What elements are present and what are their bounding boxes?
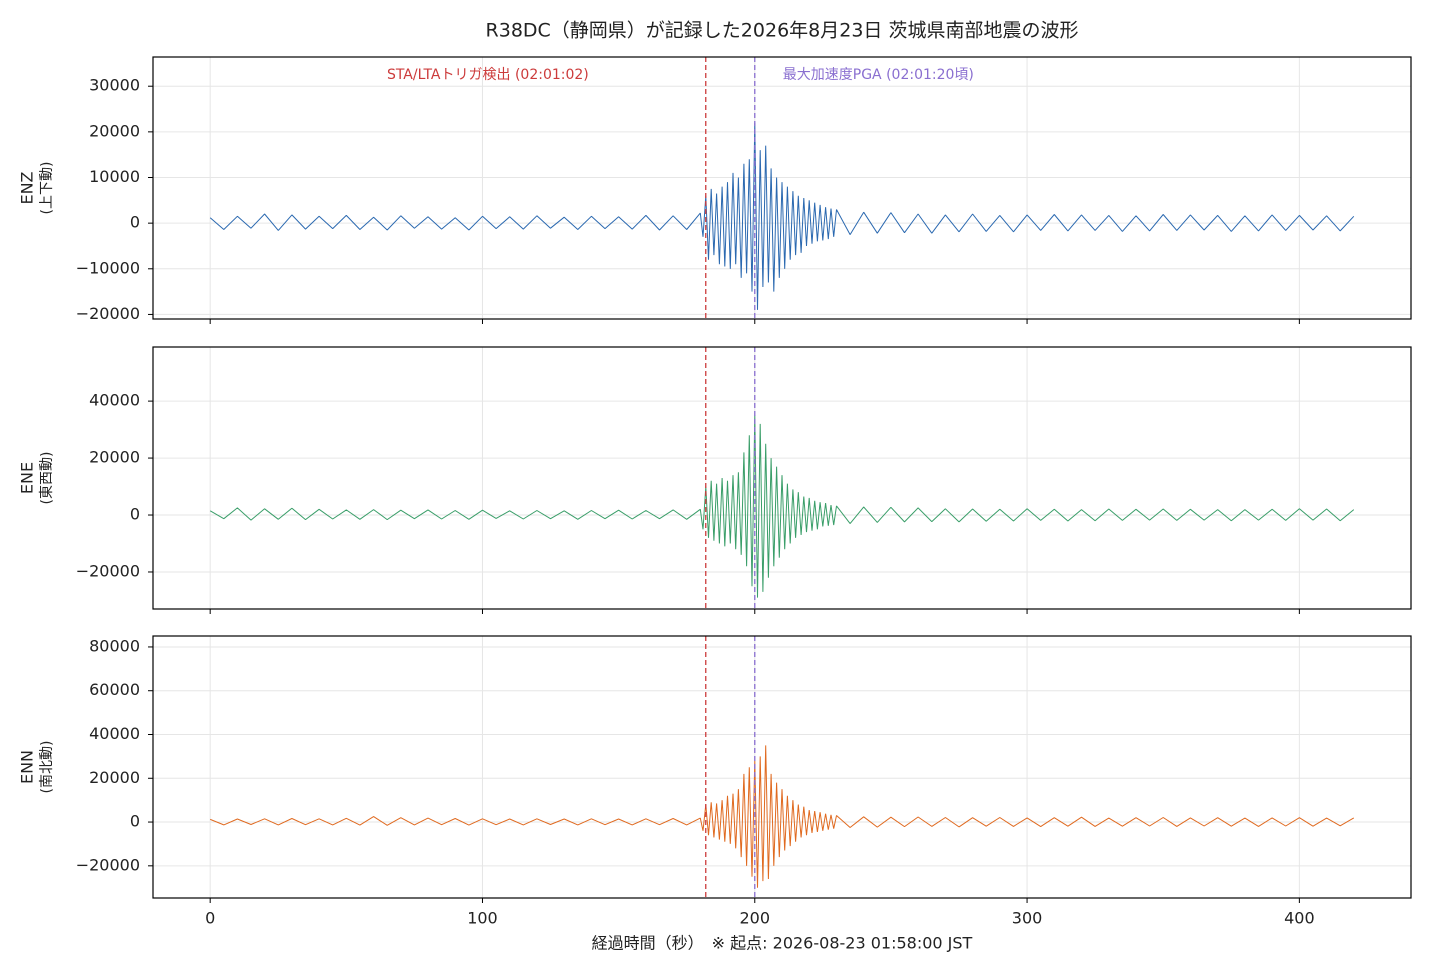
x-tick-label: 100 (467, 909, 498, 928)
y-tick-label: 60000 (89, 680, 140, 699)
y-axis-label: ENZ (18, 171, 37, 204)
marker-label: 最大加速度PGA (02:01:20頃) (783, 67, 974, 83)
waveform (209, 122, 1355, 310)
y-axis-sublabel: (上下動) (39, 162, 55, 215)
plot-frame (152, 635, 1412, 899)
y-tick-label: 0 (130, 505, 140, 524)
plot-frame (152, 56, 1412, 320)
y-tick-label: −20000 (76, 855, 140, 874)
y-tick-label: 0 (130, 213, 140, 232)
y-tick-label: 30000 (89, 76, 140, 95)
marker-label: STA/LTAトリガ検出 (02:01:02) (387, 67, 589, 83)
y-tick-label: −10000 (76, 258, 140, 277)
y-tick-label: 40000 (89, 391, 140, 410)
waveform (209, 415, 1355, 598)
y-axis-label: ENN (18, 750, 37, 784)
y-axis-label: ENE (18, 462, 37, 494)
waveform (210, 745, 1355, 888)
y-tick-label: 20000 (89, 121, 140, 140)
y-tick-label: 10000 (89, 167, 140, 186)
x-tick-label: 300 (1012, 909, 1043, 928)
y-tick-label: 20000 (89, 448, 140, 467)
plot-frame (152, 346, 1412, 610)
y-tick-label: −20000 (76, 561, 140, 580)
x-axis-label: 経過時間（秒） ※ 起点: 2026-08-23 01:58:00 JST (592, 934, 973, 953)
y-tick-label: −20000 (76, 304, 140, 323)
y-tick-label: 20000 (89, 768, 140, 787)
chart-title: R38DC（静岡県）が記録した2026年8月23日 茨城県南部地震の波形 (486, 20, 1079, 42)
y-axis-sublabel: (東西動) (39, 452, 55, 505)
x-tick-label: 200 (739, 909, 770, 928)
y-tick-label: 80000 (89, 636, 140, 655)
x-tick-label: 400 (1284, 909, 1315, 928)
y-tick-label: 40000 (89, 724, 140, 743)
y-axis-sublabel: (南北動) (39, 741, 55, 794)
x-tick-label: 0 (205, 909, 215, 928)
y-tick-label: 0 (130, 812, 140, 831)
